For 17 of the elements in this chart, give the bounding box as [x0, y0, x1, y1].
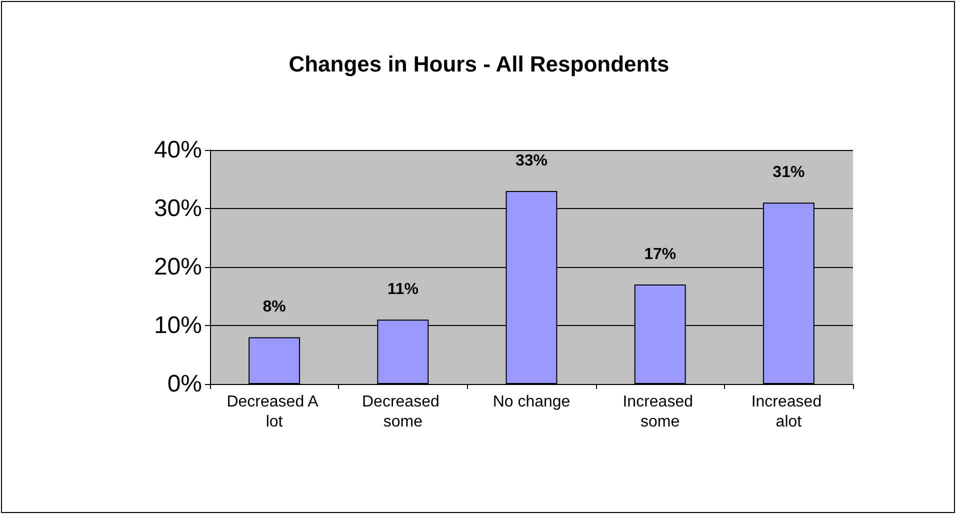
chart-title: Changes in Hours - All Respondents — [288, 52, 670, 76]
data-label: 17% — [644, 246, 676, 264]
y-tick-label: 10% — [154, 312, 202, 339]
x-tick-label: Increased alot — [751, 394, 826, 430]
y-tick-label: 0% — [167, 370, 202, 398]
data-label: 33% — [515, 152, 548, 170]
y-tick-label: 20% — [154, 254, 202, 280]
bar — [248, 337, 300, 384]
x-tick-label: Decreased A lot — [226, 394, 322, 430]
data-label: 8% — [262, 298, 286, 316]
y-tick-label: 40% — [154, 136, 202, 164]
x-tick-label: Increased some — [622, 394, 698, 430]
data-label: 11% — [387, 281, 418, 298]
x-tick-label: Decreased some — [362, 394, 444, 430]
data-label: 31% — [772, 164, 805, 182]
x-tick-label: No change — [492, 394, 570, 410]
y-tick-label: 30% — [154, 195, 202, 222]
